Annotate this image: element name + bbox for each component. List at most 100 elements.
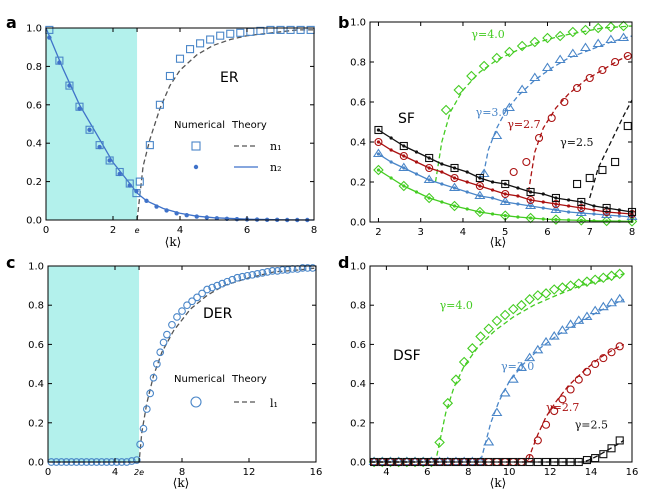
sf-1-n1-point (605, 34, 617, 44)
n1-numerical-point (135, 177, 144, 186)
sf-3-n2-dot (376, 128, 381, 132)
sf-1-n2-dot (516, 202, 520, 206)
dsf-2-point (558, 395, 567, 404)
sf-3-n1-point (573, 179, 582, 189)
dsf-2-point (541, 420, 551, 429)
sf-2-n2-dot (617, 211, 621, 215)
sf-0-n2-dot (389, 176, 393, 180)
l1-numerical-point (263, 268, 272, 276)
panel-d-ytick-label: 0.8 (350, 301, 366, 312)
sf-2-n2-open-point (475, 181, 484, 191)
l1-numerical-point (243, 271, 252, 280)
sf-0-n2-open-point (398, 180, 410, 192)
n2-numerical-point (204, 215, 209, 220)
sf-0-n2-open-point (601, 215, 612, 227)
l1-numerical-point (159, 338, 168, 347)
sf-2-n1-point (623, 51, 632, 61)
panel-c-ytick-label: 0.8 (28, 301, 44, 312)
sf-2-n1-point (573, 83, 582, 93)
sf-1-n1-point (554, 54, 566, 64)
panel-b-xtick-label: 3 (418, 227, 424, 238)
sf-0-n2-dot (567, 218, 571, 222)
sf-0-n2-dot (452, 204, 457, 208)
l1-numerical-point (303, 264, 312, 272)
panel-c-ytick-label: 0.2 (28, 418, 44, 429)
l1-numerical-point (153, 360, 161, 368)
sf-2-n1-theory-line (527, 53, 633, 193)
l1-numerical-point (268, 267, 277, 275)
panel-b-xtick-label: 4 (460, 227, 466, 238)
panel-a-xlabel: ⟨k⟩ (165, 235, 182, 249)
sf-3-n1-point (585, 173, 594, 183)
l1-numerical-point (156, 348, 165, 357)
sf-0-n1-point (592, 22, 604, 34)
panel-c-letter: c (6, 253, 15, 272)
sf-2-n2-dot (389, 148, 393, 152)
sf-2-n2-dot (440, 170, 444, 174)
n1-numerical-point (85, 125, 94, 134)
n2-numerical-point (184, 213, 189, 218)
dsf-1-point (507, 374, 519, 383)
n1-numerical-point (105, 156, 114, 165)
dsf-3-point (615, 436, 624, 445)
legend-n1-marker (191, 141, 201, 151)
dsf-1-point (540, 336, 552, 346)
sf-3-n2-dot (465, 170, 469, 174)
l1-numerical-point (208, 283, 216, 292)
l1-numerical-point (132, 456, 141, 464)
dsf-0-point (467, 343, 478, 354)
dsf-2-gamma-label: γ=2.7 (546, 401, 579, 414)
sf-0-gamma-label: γ=4.0 (471, 28, 504, 41)
sf-3-n2-open-point (602, 203, 611, 213)
panel-c-xtick-label: 8 (179, 467, 185, 478)
dsf-1-point (606, 297, 618, 307)
sf-3-n2-open-point (374, 125, 383, 135)
dsf-0-theory-line (370, 273, 624, 463)
l1-numerical-point (127, 457, 136, 465)
dsf-1-point (532, 344, 544, 354)
l1-numerical-point (168, 320, 176, 329)
panel-c-ytick-label: 0.4 (28, 379, 44, 390)
n1-numerical-point (216, 31, 225, 40)
n1-numerical-point (266, 25, 275, 34)
panel-c-ytick-label: 1.0 (28, 262, 44, 273)
panel-d-xtick-label: 4 (383, 467, 389, 478)
panel-d-xtick-label: 8 (465, 467, 471, 478)
sf-1-n2-open-point (449, 182, 461, 192)
panel-a-xtick-label: 0 (43, 225, 49, 236)
sf-3-n2-dot (389, 136, 393, 140)
sf-0-n2-dot (440, 200, 444, 204)
dsf-0-point (491, 315, 503, 327)
sf-3-n2-open-point (475, 173, 484, 183)
sf-1-n2-dot (567, 210, 571, 214)
dsf-2-point (615, 342, 624, 351)
panel-a-letter: a (6, 13, 17, 32)
n1-numerical-point (65, 81, 74, 90)
n2-numerical-point (47, 35, 52, 40)
panel-b-xlabel: ⟨k⟩ (490, 235, 507, 249)
panel-d-annotation: DSF (393, 348, 421, 364)
l1-numerical-point (198, 289, 206, 298)
sf-3-n2-open-point (425, 153, 434, 163)
sf-1-n1-point (592, 38, 604, 48)
dsf-0-point (483, 323, 494, 334)
sf-0-n1-point (554, 30, 566, 42)
dsf-0-point (598, 272, 609, 284)
l1-numerical-point (213, 281, 222, 290)
panel-d-ytick-label: 0.6 (350, 340, 366, 351)
sf-3-n2-dot (427, 156, 431, 160)
sf-2-n2-dot (579, 206, 583, 210)
sf-2-gamma-label: γ=2.7 (507, 118, 540, 131)
sf-0-n1-point (516, 40, 528, 52)
dsf-0-point (475, 331, 486, 342)
panel-a-legend-header-numerical: Numerical (174, 120, 225, 131)
panel-a-xtick-label: e (135, 226, 140, 235)
dsf-2-point (533, 436, 542, 445)
n2-numerical-point (174, 211, 179, 216)
sf-3-n2-open-point (526, 187, 535, 197)
l1-numerical-point (203, 285, 211, 294)
sf-0-n1-point (618, 20, 629, 32)
l1-numerical-point (149, 373, 158, 382)
dsf-0-point (614, 268, 625, 280)
panel-a-shaded-region (46, 28, 138, 220)
